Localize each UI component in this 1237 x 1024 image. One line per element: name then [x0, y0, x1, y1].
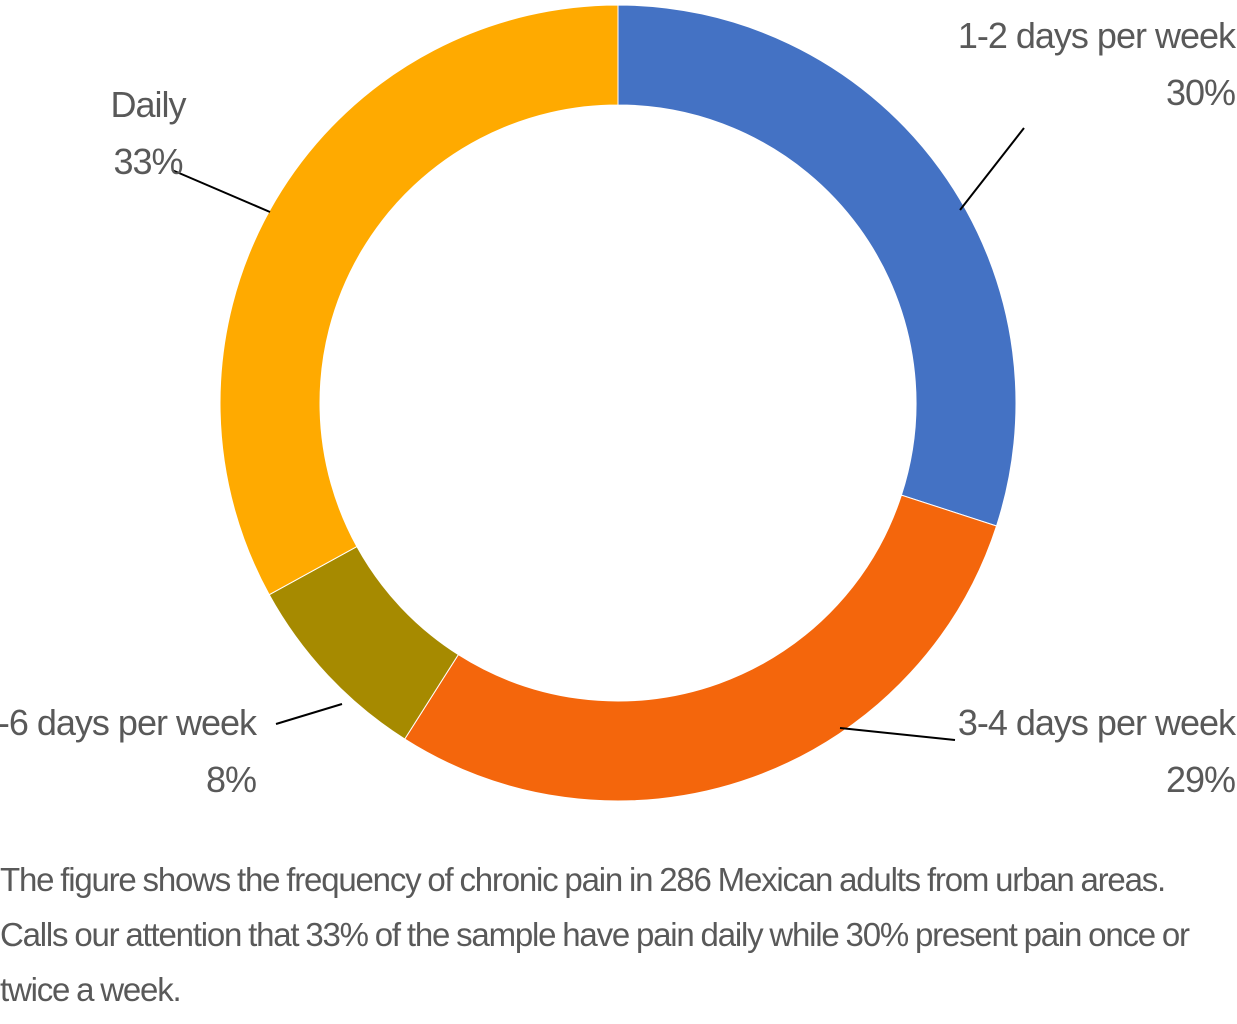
leader-line-1-2-days-per-week [959, 127, 1025, 211]
leader-line-5-6-days-per-week [275, 703, 343, 725]
data-label-3-4-days-per-week: 29% [1166, 759, 1235, 800]
category-label-1-2-days-per-week: 1-2 days per week [958, 15, 1237, 56]
leader-line-3-4-days-per-week [839, 727, 956, 741]
figure-caption: The figure shows the frequency of chroni… [0, 861, 1190, 1008]
data-label-daily: 33% [113, 141, 182, 182]
donut-chart: 1-2 days per week 30% 3-4 days per week 29%… [0, 4, 1237, 802]
slice-daily [219, 4, 619, 596]
category-label-5-6-days-per-week: 5-6 days per week [0, 702, 258, 743]
donut-chart-svg: 1-2 days per week 30% 3-4 days per week 29%… [0, 4, 1237, 802]
category-label-3-4-days-per-week: 3-4 days per week [958, 702, 1237, 743]
data-label-5-6-days-per-week: 8% [206, 759, 256, 800]
category-label-daily: Daily [110, 84, 186, 125]
leader-line-daily [171, 169, 271, 213]
slice-1-2-days-per-week [617, 4, 1017, 527]
data-label-1-2-days-per-week: 30% [1166, 72, 1235, 113]
slice-3-4-days-per-week [404, 494, 998, 802]
